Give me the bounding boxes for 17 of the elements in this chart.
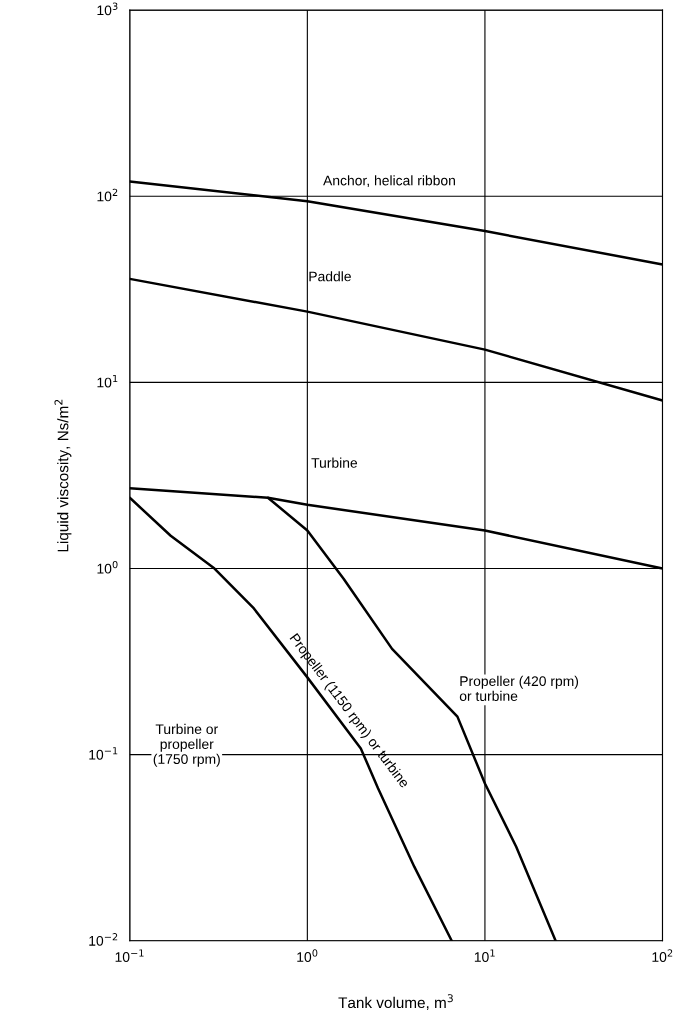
x-tick-label: 10$^{0}$ — [297, 949, 318, 962]
y-tick-label: 10$^{−2}$ — [89, 933, 118, 946]
annotation: Anchor, helical ribbon — [323, 175, 455, 188]
annotation: Turbine — [311, 457, 358, 468]
annotation: Paddle — [309, 271, 351, 282]
annotation: Turbine or propeller (1750 rpm) — [153, 723, 220, 767]
x-axis-title: Tank volume, m$^{3}$ — [338, 994, 453, 1010]
x-tick-label: 10$^{2}$ — [652, 949, 673, 962]
y-tick-label: 10$^{0}$ — [97, 560, 118, 574]
y-tick-label: 10$^{2}$ — [97, 188, 118, 202]
y-tick-label: 10$^{1}$ — [97, 374, 118, 388]
y-tick-label: 10$^{−1}$ — [89, 747, 118, 760]
annotation: Propeller (420 rpm) or turbine — [459, 675, 579, 701]
x-tick-label: 10$^{1}$ — [474, 949, 495, 962]
y-tick-label: 10$^{3}$ — [97, 2, 118, 16]
x-tick-label: 10$^{−1}$ — [115, 949, 144, 962]
y-axis-title: Liquid viscosity, Ns/m$^{2}$ — [54, 399, 72, 552]
